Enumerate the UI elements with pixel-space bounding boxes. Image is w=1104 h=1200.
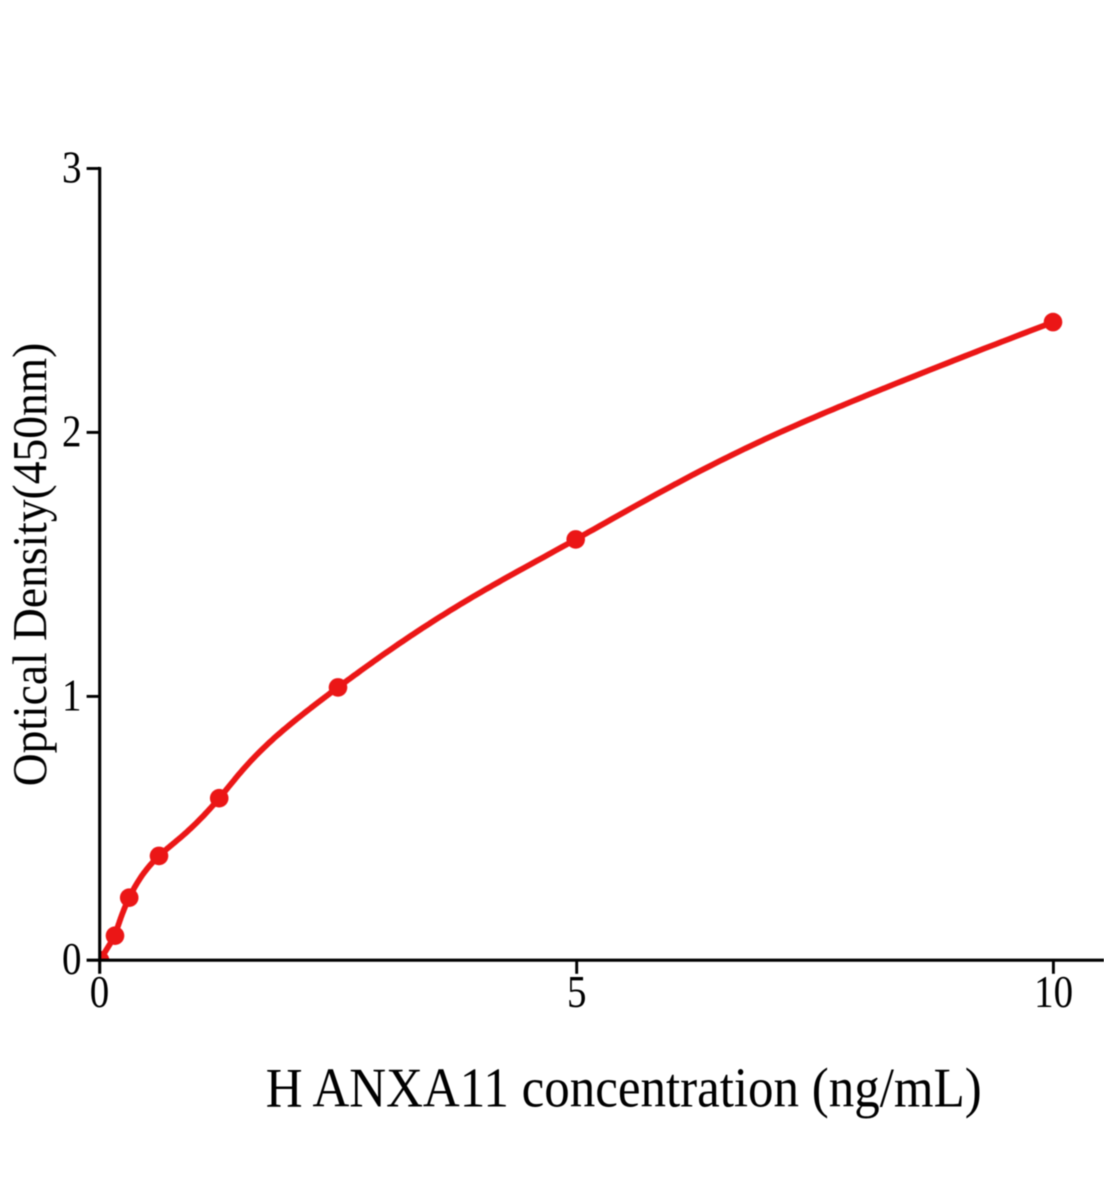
svg-text:1: 1 (62, 671, 81, 721)
svg-text:3: 3 (62, 143, 81, 193)
svg-text:0: 0 (90, 967, 109, 1017)
svg-text:H ANXA11 concentration (ng/mL): H ANXA11 concentration (ng/mL) (266, 1056, 982, 1119)
svg-text:10: 10 (1034, 967, 1073, 1017)
svg-text:0: 0 (62, 934, 81, 984)
svg-text:Optical Density(450nm): Optical Density(450nm) (4, 343, 58, 786)
svg-text:5: 5 (567, 967, 586, 1017)
svg-text:2: 2 (62, 407, 81, 457)
